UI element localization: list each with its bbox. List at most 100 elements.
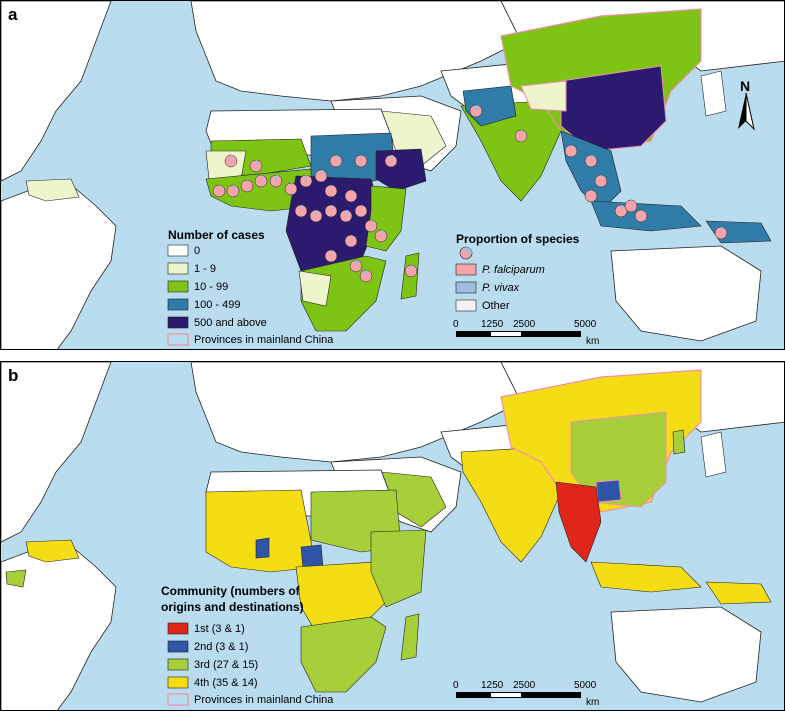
namibia-shape	[298, 270, 332, 307]
east-africa-shape	[365, 185, 407, 252]
scale-b-tick-1: 1250	[481, 680, 504, 691]
australia-shape	[610, 606, 762, 703]
legend-community-swatch-3	[167, 676, 189, 689]
legend-species-label-2: Other	[482, 300, 510, 312]
pie-marker-vivax-wedge	[361, 155, 363, 161]
map-b-svg: Community (numbers of origins and destin…	[1, 362, 784, 710]
pie-marker-vivax-wedge	[356, 260, 359, 266]
panel-b-map: Community (numbers of origins and destin…	[0, 361, 785, 711]
east-africa-shape	[370, 529, 427, 608]
legend-cases-swatch-3	[167, 298, 189, 311]
guangxi-blue-shape	[595, 479, 622, 503]
pie-marker-vivax-wedge	[247, 180, 249, 186]
panel-b-letter: b	[8, 366, 19, 385]
legend-species-swatch-0	[455, 263, 477, 276]
china-east-shape	[560, 65, 667, 152]
pie-marker-vivax-wedge	[601, 175, 603, 181]
pie-marker-vivax-wedge	[233, 185, 236, 191]
legend-pie-icon	[459, 246, 473, 260]
legend-species-label-0: P. falciparum	[482, 264, 545, 276]
legend-community-swatch-0	[167, 622, 189, 635]
pie-marker-vivax-wedge	[261, 175, 263, 181]
scale-a-tick-2: 2500	[513, 319, 536, 330]
tibet-shape	[520, 80, 567, 112]
legend-provinces-swatch	[167, 333, 189, 346]
pie-marker-vivax-wedge	[301, 205, 304, 211]
scale-a-tick-0: 0	[453, 319, 459, 330]
new-guinea-shape	[705, 581, 772, 605]
scale-b-unit: km	[586, 697, 599, 708]
pie-marker-vivax-wedge	[366, 270, 368, 276]
ethiopia-shape	[375, 148, 427, 192]
pie-marker-vivax-wedge	[346, 210, 349, 216]
korea-shape	[672, 429, 686, 455]
indonesia-shape	[590, 561, 702, 593]
venezuela-shape	[25, 539, 80, 563]
japan-shape	[700, 70, 727, 117]
legend-species-label-1: P. vivax	[482, 282, 520, 294]
north-america-shape	[1, 1, 112, 182]
pie-marker-vivax-wedge	[631, 200, 633, 206]
china-east-shape	[570, 411, 667, 508]
scale-b-tick-3: 5000	[574, 680, 597, 691]
pie-marker-vivax-wedge	[276, 175, 279, 181]
map-a-svg: N Number of cases 0 1 - 9 10 - 99 100 - 499…	[1, 1, 784, 349]
pie-marker-vivax-wedge	[336, 155, 338, 161]
legend-cases-swatch-1	[167, 262, 189, 275]
legend-provinces-label: Provinces in mainland China	[194, 694, 334, 706]
pie-marker-vivax-wedge	[411, 265, 413, 271]
legend-cases-swatch-0	[167, 244, 189, 257]
legend-cases-swatch-2	[167, 280, 189, 293]
guinea-blue-shape	[255, 537, 270, 559]
scale-a-unit: km	[586, 336, 599, 347]
madagascar-shape	[400, 613, 420, 661]
saudi-shape	[380, 110, 447, 167]
pie-marker-vivax-wedge	[231, 155, 234, 161]
legend-community-title-2: origins and destinations)	[161, 600, 304, 614]
pie-marker-vivax-wedge	[391, 155, 394, 161]
pie-marker-vivax-wedge	[371, 220, 373, 226]
south-africa-shape	[300, 616, 387, 693]
pie-marker-vivax-wedge	[721, 227, 724, 233]
legend-species-swatch-1	[455, 281, 477, 294]
pie-marker-vivax-wedge	[571, 145, 573, 151]
legend-provinces-swatch	[167, 693, 189, 706]
legend-cases-label-4: 500 and above	[194, 317, 267, 329]
australia-shape	[610, 245, 762, 342]
pie-marker-vivax-wedge	[321, 170, 324, 176]
japan-shape	[700, 431, 727, 478]
scale-b-tick-2: 2500	[513, 680, 536, 691]
scale-a-tick-1: 1250	[481, 319, 504, 330]
pie-marker-vivax-wedge	[351, 235, 353, 241]
pie-marker-vivax-wedge	[331, 205, 333, 211]
legend-cases-label-1: 1 - 9	[194, 263, 216, 275]
venezuela-shape	[25, 178, 80, 202]
legend-cases-title: Number of cases	[168, 228, 265, 242]
legend-community-label-2: 3rd (27 & 15)	[194, 659, 258, 671]
legend-community-label-3: 4th (35 & 14)	[194, 677, 258, 689]
pie-marker-vivax-wedge	[219, 185, 221, 191]
pie-marker-vivax-wedge	[641, 210, 643, 216]
species-pie-markers	[212, 104, 728, 283]
legend-provinces-label: Provinces in mainland China	[194, 334, 334, 346]
legend-cases-label-0: 0	[194, 245, 200, 257]
pie-marker-vivax-wedge	[331, 185, 333, 191]
west-africa-shape	[205, 489, 317, 573]
mauritania-shape	[205, 150, 247, 180]
pie-marker-vivax-wedge	[256, 160, 258, 166]
mekong-red-shape	[555, 481, 602, 563]
pie-marker-vivax-wedge	[521, 130, 523, 136]
pie-marker-vivax-wedge	[476, 104, 479, 111]
legend-species-swatch-2	[455, 299, 477, 312]
sudan-chad-shape	[310, 132, 397, 187]
north-label: N	[740, 78, 750, 94]
legend-cases-swatch-4	[167, 316, 189, 329]
legend-proportion-of-species: Proportion of species P. falciparum P. vi…	[455, 232, 580, 312]
legend-community-label-1: 2nd (3 & 1)	[194, 641, 248, 653]
scale-bar-a: 0 1250 2500 5000 km	[453, 319, 599, 347]
pie-marker-vivax-wedge	[591, 190, 593, 196]
pie-marker-vivax-wedge	[291, 183, 293, 189]
legend-community-swatch-1	[167, 640, 189, 653]
legend-number-of-cases: Number of cases 0 1 - 9 10 - 99 100 - 499 50…	[167, 228, 334, 346]
pie-marker-vivax-wedge	[306, 175, 308, 181]
